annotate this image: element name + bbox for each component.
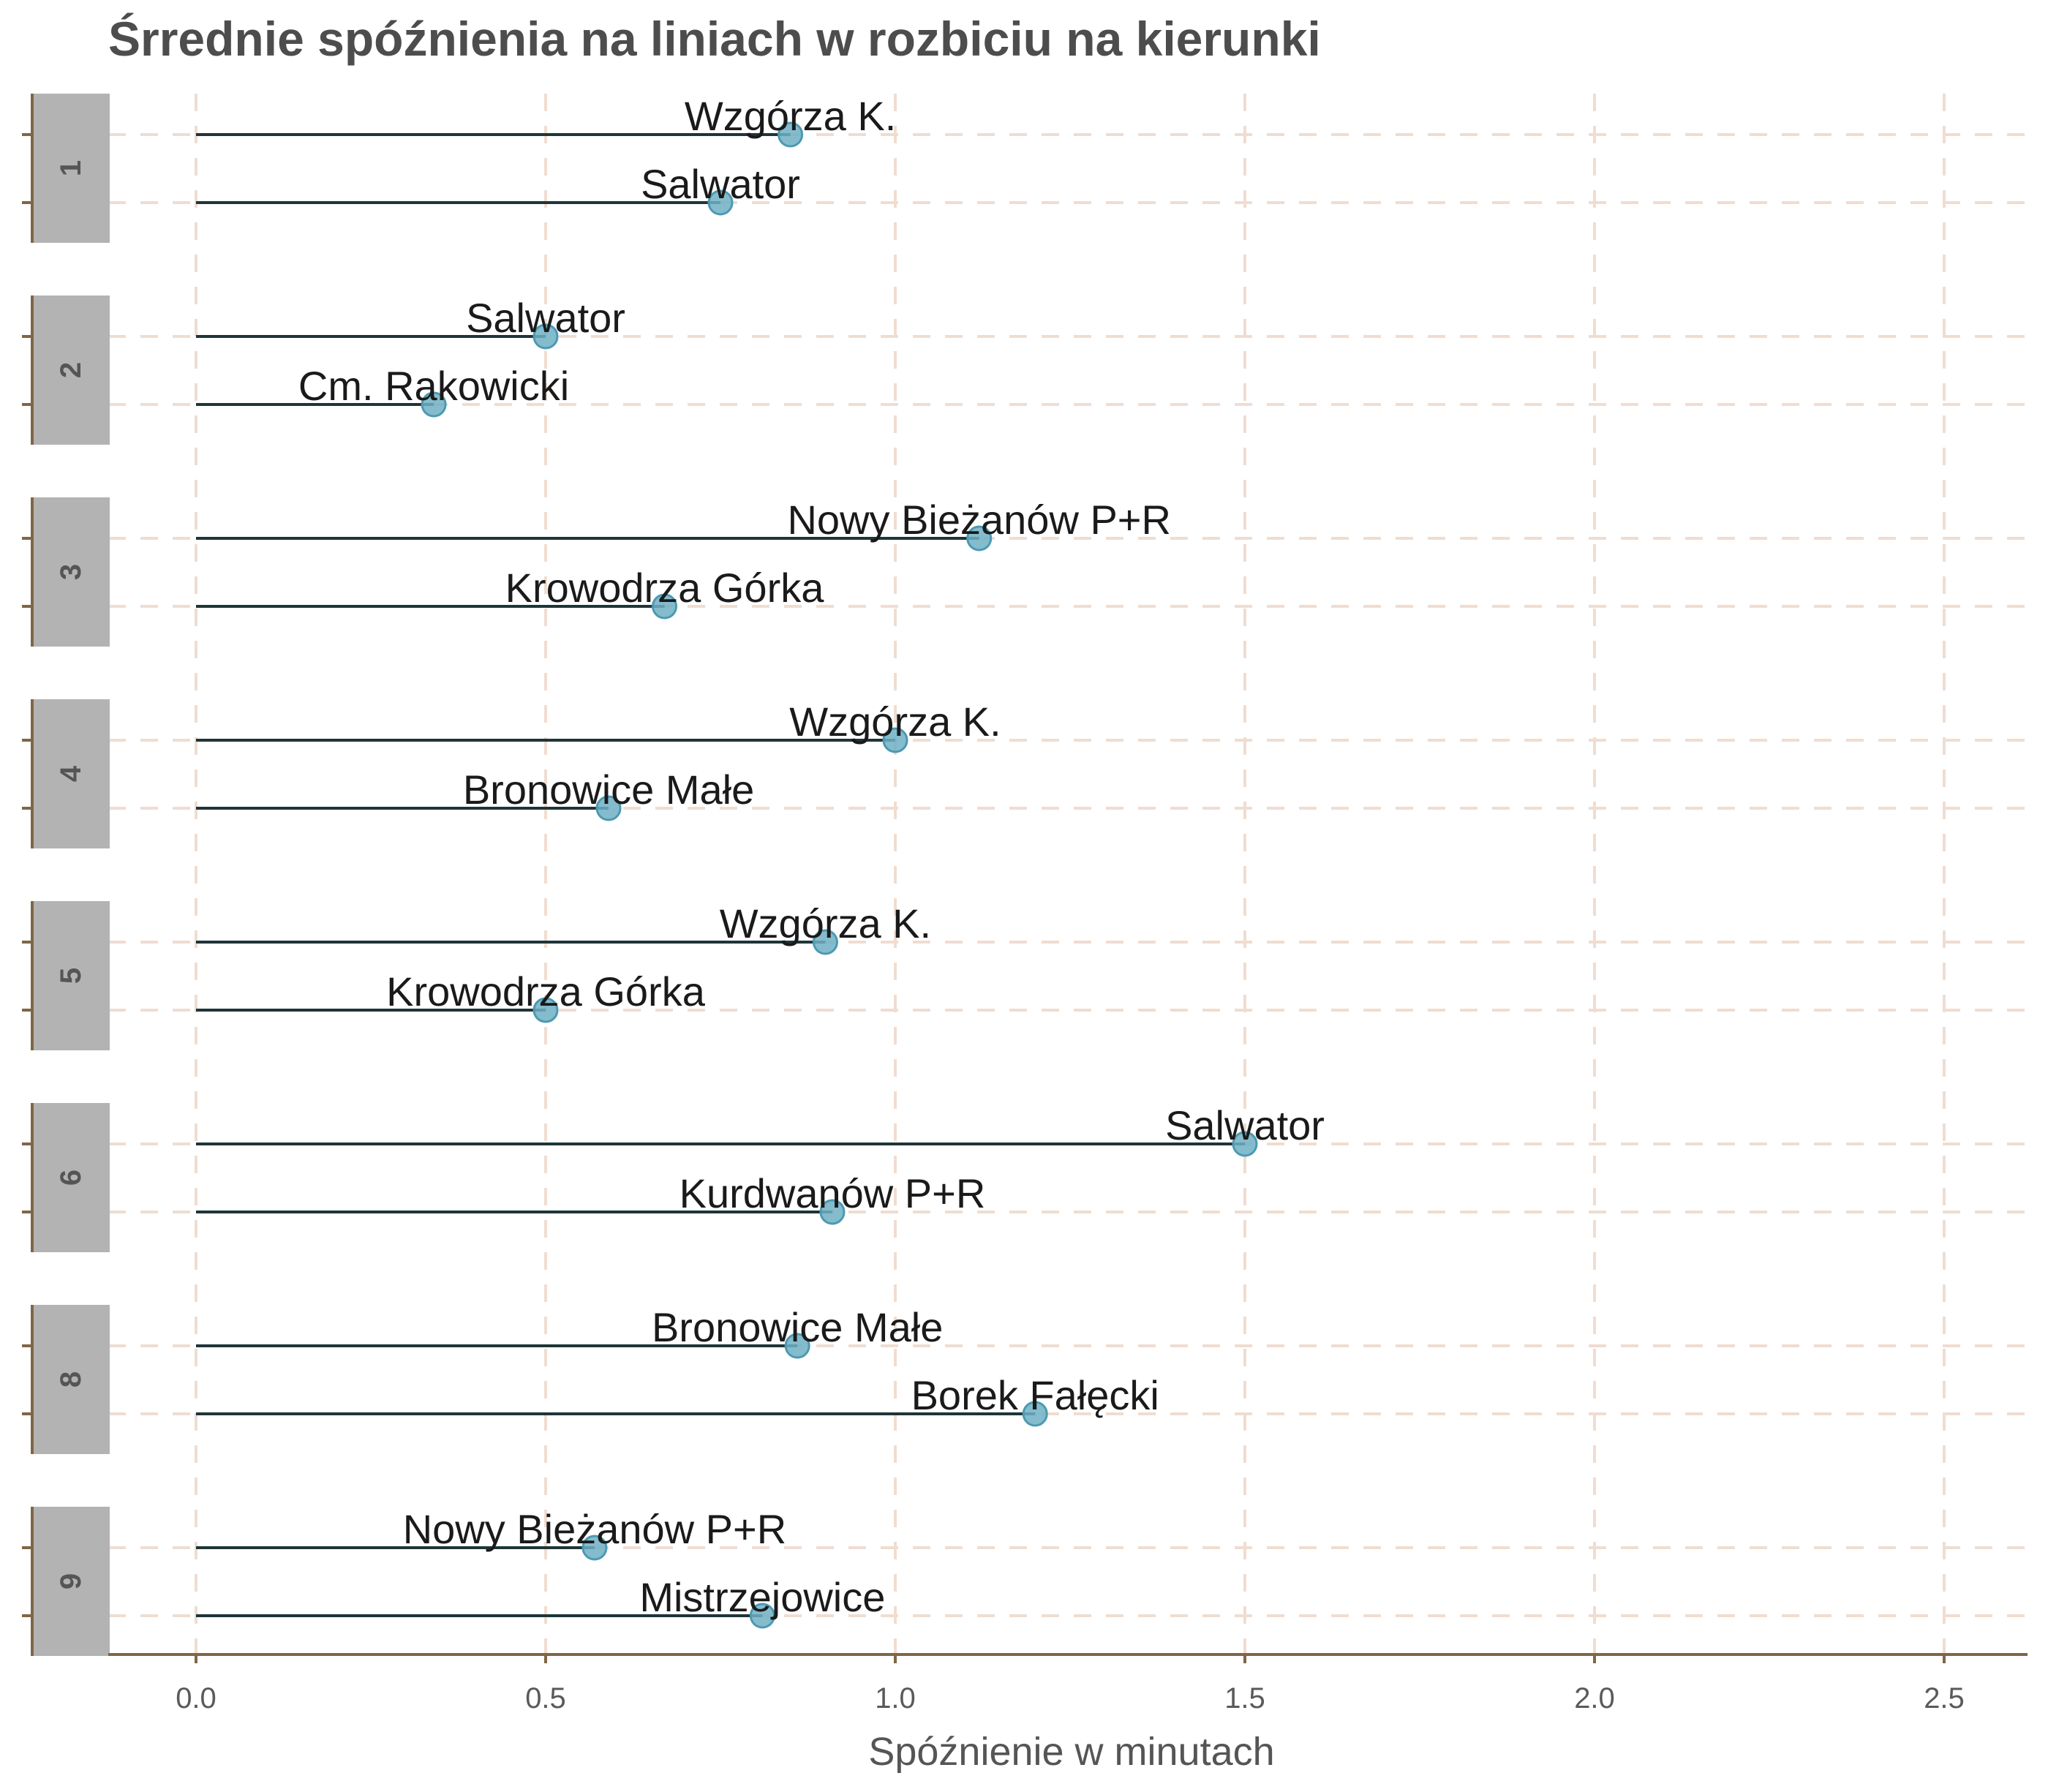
facet-strip <box>32 1305 110 1454</box>
point-layer <box>421 121 1258 1629</box>
chart-title: Śrrednie spóźnienia na liniach w rozbici… <box>108 12 1321 66</box>
facet-strip <box>32 94 110 243</box>
direction-label: Salwator <box>1165 1102 1325 1148</box>
x-tick-label: 2.5 <box>1924 1682 1965 1714</box>
facet-strip-label: 1 <box>55 160 87 176</box>
lollipop-point <box>532 997 559 1023</box>
lollipop-point <box>882 727 908 753</box>
lollipop-point <box>707 189 734 216</box>
direction-label: Wzgórza K. <box>720 900 931 946</box>
facet-strip-label: 2 <box>55 362 87 378</box>
x-axis-title: Spóźnienie w minutach <box>868 1730 1274 1774</box>
lollipop-point <box>812 929 838 955</box>
lollipop-point <box>1232 1131 1258 1157</box>
x-tick-label: 0.0 <box>176 1682 217 1714</box>
direction-label: Salwator <box>466 295 625 341</box>
label-layer: Wzgórza K. Salwator Salwator Cm. Rakowicki N… <box>298 93 1325 1620</box>
facet-strip <box>32 1507 110 1656</box>
facet-strip <box>32 901 110 1050</box>
direction-label: Borek Fałęcki <box>911 1372 1159 1418</box>
facet-strip <box>32 699 110 848</box>
lollipop-point <box>421 391 447 418</box>
direction-label: Nowy Bieżanów P+R <box>787 497 1170 543</box>
lollipop-point <box>1022 1401 1048 1427</box>
lollipop-point <box>749 1603 775 1629</box>
facet-strip <box>32 1103 110 1252</box>
strip-layer: 1 2 3 4 5 6 8 9 <box>31 94 110 1656</box>
lollipop-point <box>966 525 993 551</box>
direction-label: Kurdwanów P+R <box>679 1170 986 1216</box>
facet-strip <box>32 497 110 647</box>
x-tick-label: 1.0 <box>875 1682 916 1714</box>
direction-label: Krowodrza Górka <box>386 968 706 1014</box>
facet-strip-label: 9 <box>55 1573 87 1589</box>
stem-layer <box>196 133 1245 1617</box>
facet-strip <box>32 295 110 445</box>
facet-strip-label: 6 <box>55 1170 87 1186</box>
direction-label: Bronowice Małe <box>463 767 754 813</box>
axis-layer: 0.0 0.5 1.0 1.5 2.0 2.5 <box>22 133 2028 1714</box>
lollipop-point <box>784 1333 810 1359</box>
direction-label: Salwator <box>641 161 800 207</box>
lollipop-point <box>595 795 622 821</box>
lollipop-point <box>652 593 678 620</box>
x-tick-label: 1.5 <box>1224 1682 1265 1714</box>
lollipop-point <box>778 121 804 148</box>
grid-layer <box>108 94 2028 1656</box>
direction-label: Wzgórza K. <box>789 699 1001 745</box>
lollipop-point <box>819 1199 846 1225</box>
lollipop-point <box>532 323 559 350</box>
direction-label: Cm. Rakowicki <box>298 363 569 409</box>
direction-label: Bronowice Małe <box>652 1304 943 1350</box>
direction-label: Mistrzejowice <box>639 1574 885 1620</box>
facet-strip-label: 8 <box>55 1371 87 1388</box>
facet-strip-label: 3 <box>55 564 87 580</box>
lollipop-point <box>581 1535 608 1561</box>
facet-strip-label: 4 <box>55 765 87 782</box>
direction-label: Wzgórza K. <box>685 93 896 139</box>
x-tick-label: 0.5 <box>525 1682 566 1714</box>
direction-label: Krowodrza Górka <box>505 565 825 611</box>
x-tick-label: 2.0 <box>1574 1682 1615 1714</box>
direction-label: Nowy Bieżanów P+R <box>403 1506 786 1552</box>
facet-strip-label: 5 <box>55 968 87 984</box>
